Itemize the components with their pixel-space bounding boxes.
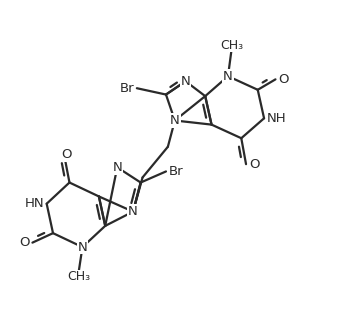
Text: Br: Br [168,165,183,178]
Text: O: O [61,148,72,161]
Text: N: N [170,114,180,127]
Text: NH: NH [267,112,286,125]
Text: N: N [128,205,138,218]
Text: N: N [181,75,190,88]
Text: N: N [112,161,122,174]
Text: Br: Br [120,82,134,95]
Text: O: O [249,158,260,171]
Text: N: N [223,70,233,83]
Text: CH₃: CH₃ [67,270,90,283]
Text: O: O [279,73,289,86]
Text: CH₃: CH₃ [220,39,244,52]
Text: O: O [19,236,29,249]
Text: HN: HN [25,197,44,210]
Text: N: N [78,241,87,253]
